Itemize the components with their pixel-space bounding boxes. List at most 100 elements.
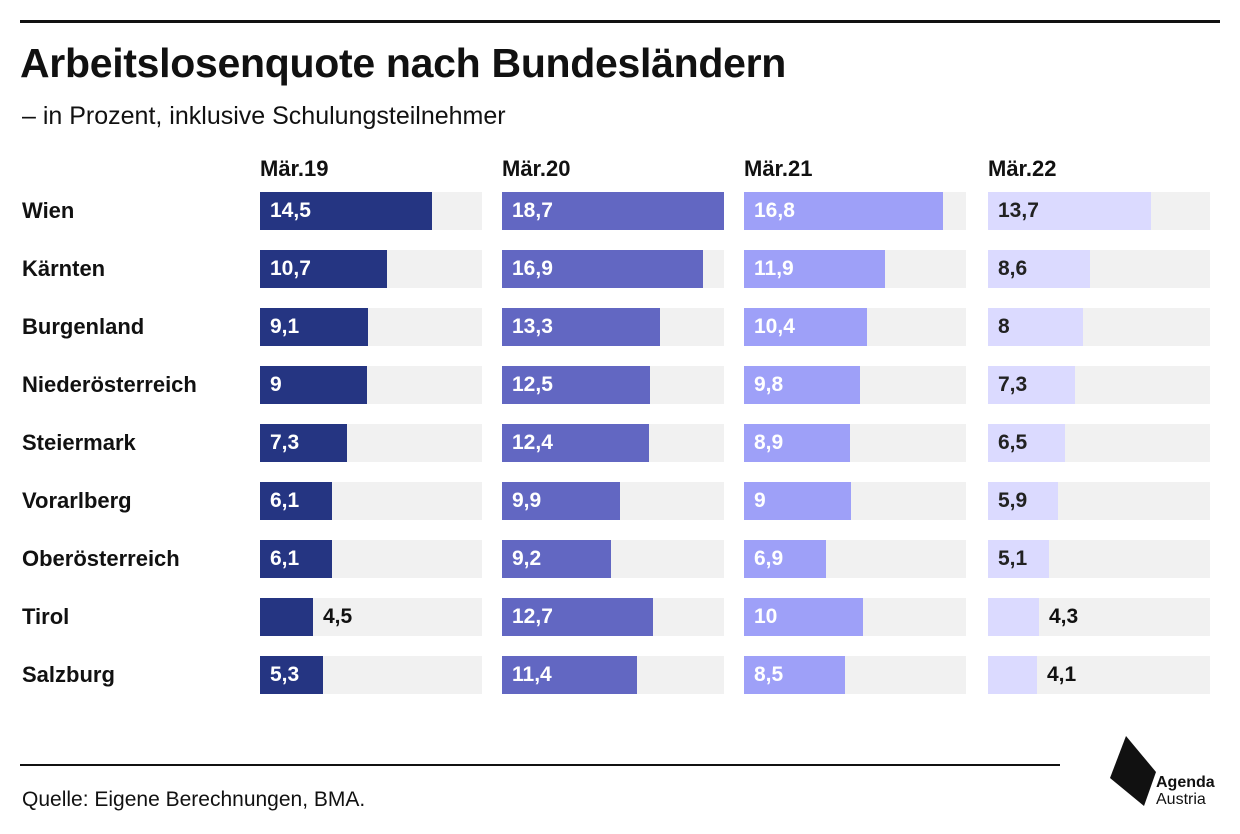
bar-track: 9 — [744, 482, 966, 520]
bar-track: 9 — [260, 366, 482, 404]
bar — [744, 192, 943, 230]
bar — [260, 250, 387, 288]
chart-title: Arbeitslosenquote nach Bundesländern — [20, 40, 787, 86]
data-label: 5,3 — [270, 663, 300, 686]
bar-track: 5,3 — [260, 656, 482, 694]
bar — [744, 482, 851, 520]
chart-subtitle: – in Prozent, inklusive Schulungsteilneh… — [22, 102, 506, 130]
bar — [502, 192, 724, 230]
bar — [260, 656, 323, 694]
bar — [502, 656, 637, 694]
data-label: 18,7 — [512, 199, 553, 222]
data-label: 16,9 — [512, 257, 553, 280]
bar — [744, 424, 850, 462]
data-label: 13,7 — [998, 199, 1039, 222]
bar-track: 4,1 — [988, 656, 1210, 694]
bar-track: 13,7 — [988, 192, 1210, 230]
bar — [260, 424, 347, 462]
bar — [744, 598, 863, 636]
data-label: 6,1 — [270, 489, 300, 512]
row-label: Niederösterreich — [22, 372, 197, 397]
row-label: Steiermark — [22, 430, 136, 455]
row-label: Vorarlberg — [22, 488, 132, 513]
bar — [744, 656, 845, 694]
bar-track: 8 — [988, 308, 1210, 346]
logo-text-austria: Austria — [1156, 791, 1206, 808]
bar-track: 13,3 — [502, 308, 724, 346]
bar-track: 12,5 — [502, 366, 724, 404]
bar — [502, 366, 650, 404]
bar-track: 16,8 — [744, 192, 966, 230]
data-label: 9,9 — [512, 489, 542, 512]
bar-track: 10,7 — [260, 250, 482, 288]
data-label: 6,1 — [270, 547, 300, 570]
bar-track: 5,1 — [988, 540, 1210, 578]
data-label: 8,5 — [754, 663, 784, 686]
bar — [502, 482, 620, 520]
data-label: 6,5 — [998, 431, 1028, 454]
bar-track: 9,8 — [744, 366, 966, 404]
row-label: Kärnten — [22, 256, 106, 281]
bar-track: 6,9 — [744, 540, 966, 578]
data-label: 11,4 — [512, 663, 552, 686]
panel-header: Mär.21 — [744, 156, 813, 181]
bar — [502, 424, 649, 462]
bar — [502, 540, 611, 578]
data-label: 7,3 — [998, 373, 1028, 396]
data-label: 12,4 — [512, 431, 553, 454]
bar — [988, 656, 1037, 694]
bar — [502, 308, 660, 346]
bar-track: 14,5 — [260, 192, 482, 230]
logo-text-agenda: Agenda — [1156, 774, 1215, 791]
panel-header: Mär.19 — [260, 156, 329, 181]
bar — [988, 482, 1058, 520]
bar-track: 6,1 — [260, 482, 482, 520]
data-label: 9 — [270, 373, 282, 396]
data-label: 9,8 — [754, 373, 784, 396]
bar-track: 12,4 — [502, 424, 724, 462]
logo-mark-icon — [1110, 736, 1156, 806]
bar-track: 11,9 — [744, 250, 966, 288]
bar-track: 9,9 — [502, 482, 724, 520]
data-label: 4,5 — [323, 605, 353, 628]
bar — [988, 598, 1039, 636]
data-label: 8 — [998, 315, 1010, 338]
data-label: 6,9 — [754, 547, 784, 570]
data-label: 14,5 — [270, 199, 311, 222]
bar-track: 12,7 — [502, 598, 724, 636]
bar-track: 7,3 — [988, 366, 1210, 404]
bar — [260, 482, 332, 520]
bar-track: 4,3 — [988, 598, 1210, 636]
bar-track: 8,9 — [744, 424, 966, 462]
data-label: 8,6 — [998, 257, 1028, 280]
bar-track: 6,1 — [260, 540, 482, 578]
data-label: 5,9 — [998, 489, 1028, 512]
bar-track: 4,5 — [260, 598, 482, 636]
bar-track: 11,4 — [502, 656, 724, 694]
row-label: Wien — [22, 198, 75, 223]
bar — [988, 424, 1065, 462]
bar — [744, 540, 826, 578]
bar — [744, 308, 867, 346]
bar — [988, 192, 1151, 230]
bar — [260, 540, 332, 578]
row-label: Salzburg — [22, 662, 115, 687]
top-rule — [20, 20, 1220, 23]
row-label: Oberösterreich — [22, 546, 180, 571]
bar-track: 7,3 — [260, 424, 482, 462]
bar-track: 5,9 — [988, 482, 1210, 520]
bar-track: 8,6 — [988, 250, 1210, 288]
data-label: 10 — [754, 605, 778, 628]
data-label: 13,3 — [512, 315, 553, 338]
bar — [260, 192, 432, 230]
data-label: 8,9 — [754, 431, 784, 454]
source-note: Quelle: Eigene Berechnungen, BMA. — [22, 788, 366, 811]
data-label: 10,7 — [270, 257, 311, 280]
bar — [988, 366, 1075, 404]
panel-header: Mär.22 — [988, 156, 1057, 181]
data-label: 11,9 — [754, 257, 794, 280]
data-label: 12,7 — [512, 605, 553, 628]
data-label: 9,1 — [270, 315, 300, 338]
bar-track: 10 — [744, 598, 966, 636]
bar — [988, 250, 1090, 288]
